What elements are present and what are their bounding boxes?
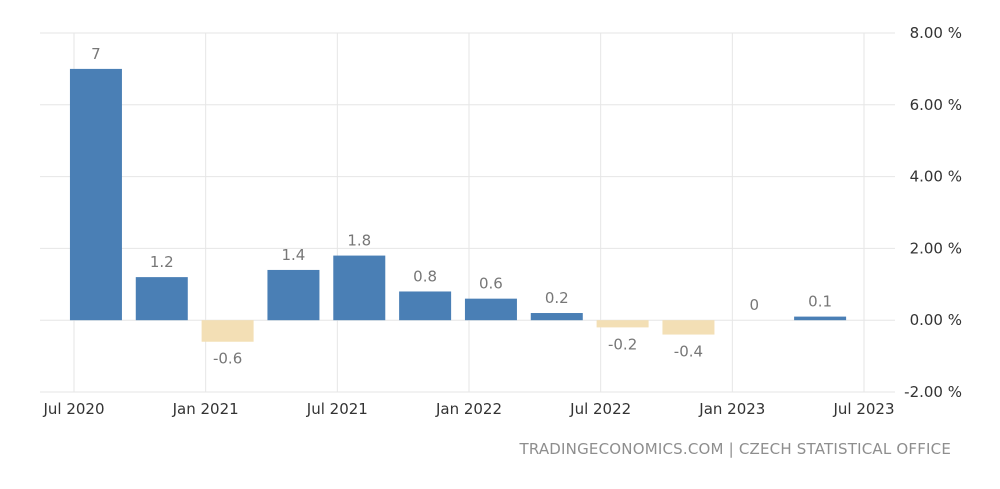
x-tick-label: Jan 2021	[172, 400, 239, 418]
bar-value-label: 1.4	[282, 246, 306, 264]
bar	[333, 255, 386, 321]
y-tick-label: 6.00 %	[910, 96, 962, 114]
y-tick-label: 4.00 %	[910, 168, 962, 186]
x-tick-label: Jul 2021	[306, 400, 368, 418]
y-tick-label: 0.00 %	[910, 311, 962, 329]
x-tick-label: Jul 2022	[569, 400, 631, 418]
bar-value-label: -0.2	[608, 335, 637, 353]
y-tick-label: 2.00 %	[910, 239, 962, 257]
bar	[399, 291, 452, 321]
bar-value-label: 1.8	[347, 232, 371, 250]
bars	[69, 68, 847, 342]
bar	[464, 298, 517, 321]
bar	[662, 320, 715, 335]
x-tick-label: Jan 2022	[435, 400, 502, 418]
bar-value-label: 0.8	[413, 267, 437, 285]
bar-value-label: 0.2	[545, 289, 569, 307]
bar-value-label: -0.4	[674, 343, 703, 361]
value-labels: 7 1.2 -0.6 1.4 1.8 0.8 0.6 0.2 -0.2 -0.4 0 0.1	[91, 45, 832, 368]
bar	[267, 269, 320, 321]
bar-value-label: 0.1	[808, 293, 832, 311]
bar	[530, 313, 583, 321]
bar	[69, 68, 122, 321]
bar	[201, 320, 254, 342]
gridlines	[40, 32, 895, 393]
bar-value-label: 7	[91, 45, 101, 63]
bar	[794, 316, 847, 321]
bar-value-label: -0.6	[213, 350, 242, 368]
bar-value-label: 1.2	[150, 253, 174, 271]
y-axis-labels: 8.00 % 6.00 % 4.00 % 2.00 % 0.00 % -2.00 %	[904, 24, 962, 401]
x-tick-label: Jan 2023	[698, 400, 765, 418]
bar	[596, 320, 649, 328]
bar-value-label: 0.6	[479, 275, 503, 293]
x-axis-labels: Jul 2020 Jan 2021 Jul 2021 Jan 2022 Jul 2022…	[42, 400, 894, 418]
x-tick-label: Jul 2020	[42, 400, 104, 418]
bar	[135, 277, 188, 321]
y-tick-label: -2.00 %	[904, 383, 962, 401]
y-tick-label: 8.00 %	[910, 24, 962, 42]
bar-value-label: 0	[750, 296, 760, 314]
x-tick-label: Jul 2023	[832, 400, 894, 418]
source-credit: TRADINGECONOMICS.COM | CZECH STATISTICAL…	[519, 440, 951, 458]
